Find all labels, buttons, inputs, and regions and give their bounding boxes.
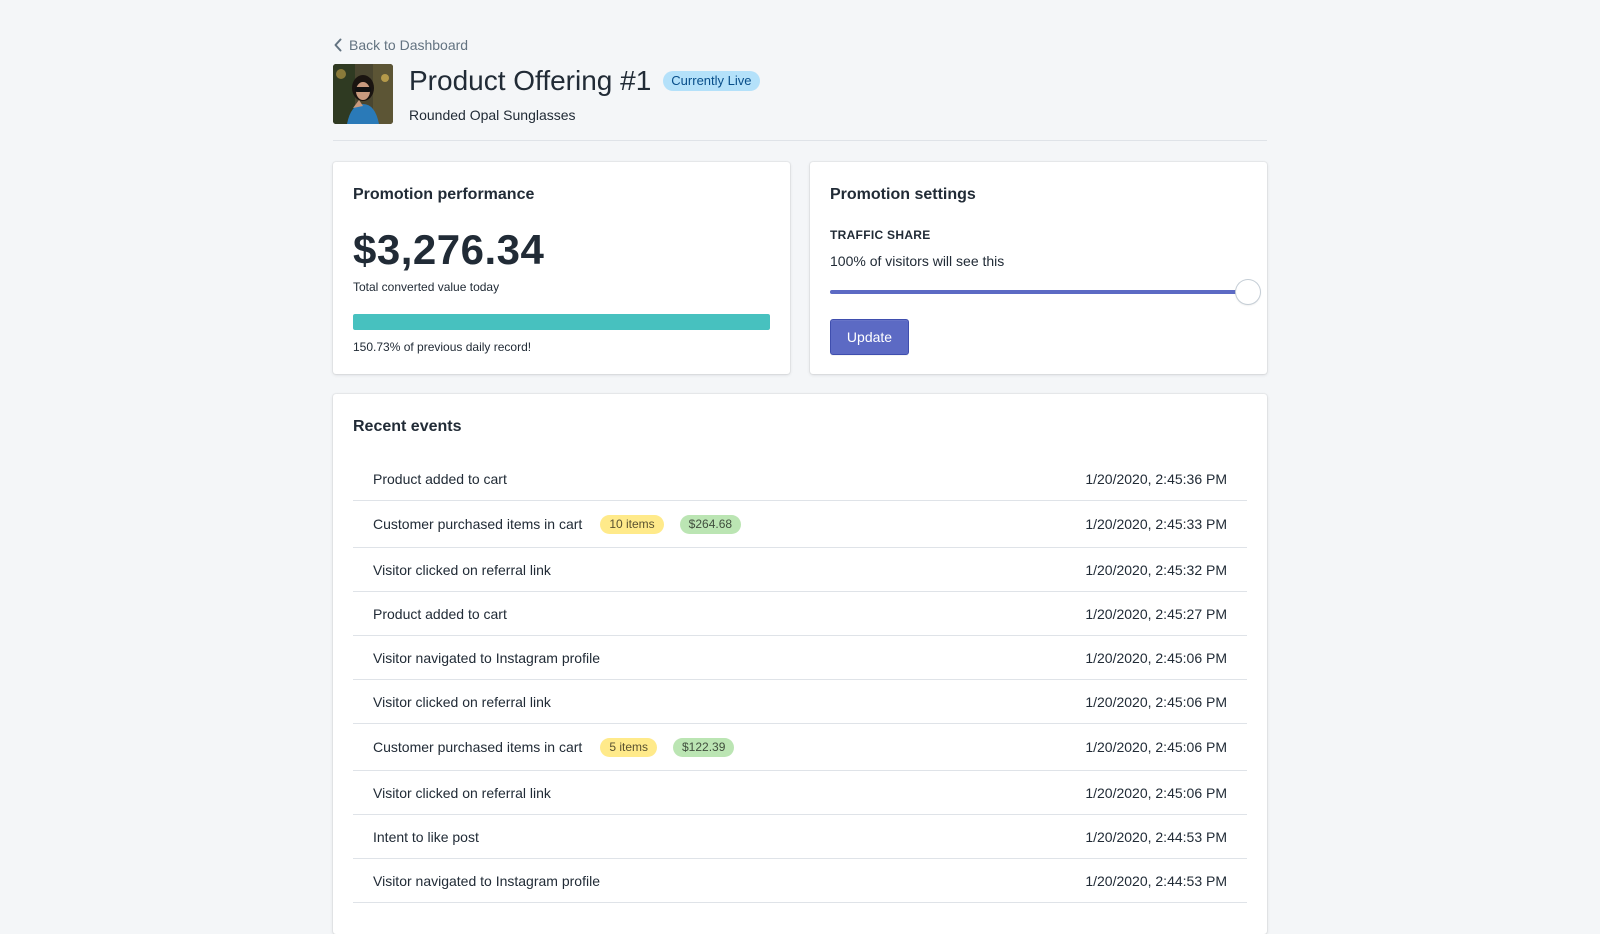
back-link-label: Back to Dashboard [349, 37, 469, 53]
event-row: Visitor clicked on referral link 1/20/202… [353, 771, 1247, 815]
settings-card-title: Promotion settings [830, 186, 976, 203]
event-text: Visitor clicked on referral link [373, 784, 551, 801]
event-description: Product added to cart [373, 606, 507, 622]
chevron-left-icon [334, 38, 342, 52]
event-description: Product added to cart [373, 471, 507, 487]
slider-track[interactable] [830, 290, 1248, 294]
event-text: Visitor clicked on referral link [373, 561, 551, 578]
event-description: Visitor clicked on referral link [373, 562, 551, 578]
amount-badge: $122.39 [673, 737, 735, 757]
event-timestamp: 1/20/2020, 2:44:53 PM [1085, 872, 1227, 889]
event-description: Visitor clicked on referral link [373, 694, 551, 710]
event-row: Intent to like post 1/20/2020, 2:44:53 PM [353, 815, 1247, 859]
event-row: Visitor clicked on referral link 1/20/202… [353, 548, 1247, 592]
recent-events-card: Recent events Product added to cart 1/20/… [333, 394, 1267, 934]
event-row: Customer purchased items in cart 10 items… [353, 501, 1247, 548]
product-thumbnail [333, 64, 393, 124]
event-timestamp: 1/20/2020, 2:45:36 PM [1085, 470, 1227, 487]
promotion-settings-card: Promotion settings TRAFFIC SHARE 100% of… [810, 162, 1267, 374]
record-progress-caption: 150.73% of previous daily record! [353, 340, 532, 354]
event-row: Product added to cart 1/20/2020, 2:45:27 … [353, 592, 1247, 636]
event-text: Customer purchased items in cart [373, 516, 583, 532]
title-row: Product Offering #1 Currently Live [409, 64, 760, 98]
event-timestamp: 1/20/2020, 2:45:06 PM [1085, 693, 1227, 710]
converted-value: $3,276.34 [353, 226, 545, 273]
page-subtitle: Rounded Opal Sunglasses [409, 107, 576, 123]
slider-handle[interactable] [1236, 280, 1260, 304]
slider-fill [830, 290, 1248, 294]
event-row: Visitor clicked on referral link 1/20/202… [353, 680, 1247, 724]
items-count-badge: 5 items [600, 737, 657, 757]
traffic-share-slider[interactable] [830, 280, 1260, 304]
converted-value-caption: Total converted value today [353, 280, 500, 294]
event-text: Visitor navigated to Instagram profile [373, 649, 600, 666]
items-count-badge: 10 items [600, 514, 664, 534]
events-card-title: Recent events [353, 418, 462, 435]
event-timestamp: 1/20/2020, 2:45:33 PM [1085, 516, 1227, 532]
back-to-dashboard-link[interactable]: Back to Dashboard [333, 37, 468, 53]
record-progress-bar [353, 314, 770, 330]
event-description: Customer purchased items in cart 5 items $… [373, 737, 735, 757]
event-description: Visitor navigated to Instagram profile [373, 650, 600, 666]
event-description: Intent to like post [373, 829, 479, 845]
page-header: Product Offering #1 Currently Live Round… [333, 64, 1267, 141]
event-description: Visitor clicked on referral link [373, 785, 551, 801]
event-text: Visitor clicked on referral link [373, 693, 551, 710]
event-text: Product added to cart [373, 470, 507, 487]
event-row: Product added to cart 1/20/2020, 2:45:36 … [353, 457, 1247, 501]
events-list: Product added to cart 1/20/2020, 2:45:36 … [353, 457, 1247, 903]
record-progress-fill [353, 314, 770, 330]
event-row: Visitor navigated to Instagram profile 1/… [353, 636, 1247, 680]
event-description: Visitor navigated to Instagram profile [373, 873, 600, 889]
event-timestamp: 1/20/2020, 2:45:06 PM [1085, 649, 1227, 666]
event-timestamp: 1/20/2020, 2:45:06 PM [1085, 739, 1227, 755]
update-button[interactable]: Update [830, 319, 909, 355]
amount-badge: $264.68 [679, 514, 742, 534]
product-photo-icon [333, 64, 393, 124]
event-row: Customer purchased items in cart 5 items $… [353, 724, 1247, 771]
event-timestamp: 1/20/2020, 2:45:06 PM [1085, 784, 1227, 801]
event-text: Customer purchased items in cart [373, 739, 583, 755]
event-timestamp: 1/20/2020, 2:45:32 PM [1085, 561, 1227, 578]
traffic-share-description: 100% of visitors will see this [830, 253, 1005, 269]
event-timestamp: 1/20/2020, 2:44:53 PM [1085, 828, 1227, 845]
promotion-performance-card: Promotion performance $3,276.34 Total co… [333, 162, 790, 374]
event-text: Intent to like post [373, 828, 479, 845]
status-badge: Currently Live [663, 71, 760, 91]
event-text: Product added to cart [373, 605, 507, 622]
event-description: Customer purchased items in cart 10 items… [373, 514, 742, 534]
traffic-share-label: TRAFFIC SHARE [830, 228, 931, 242]
page-title: Product Offering #1 [409, 65, 652, 96]
performance-card-title: Promotion performance [353, 186, 535, 203]
event-timestamp: 1/20/2020, 2:45:27 PM [1085, 605, 1227, 622]
event-text: Visitor navigated to Instagram profile [373, 872, 600, 889]
event-row: Visitor navigated to Instagram profile 1/… [353, 859, 1247, 903]
